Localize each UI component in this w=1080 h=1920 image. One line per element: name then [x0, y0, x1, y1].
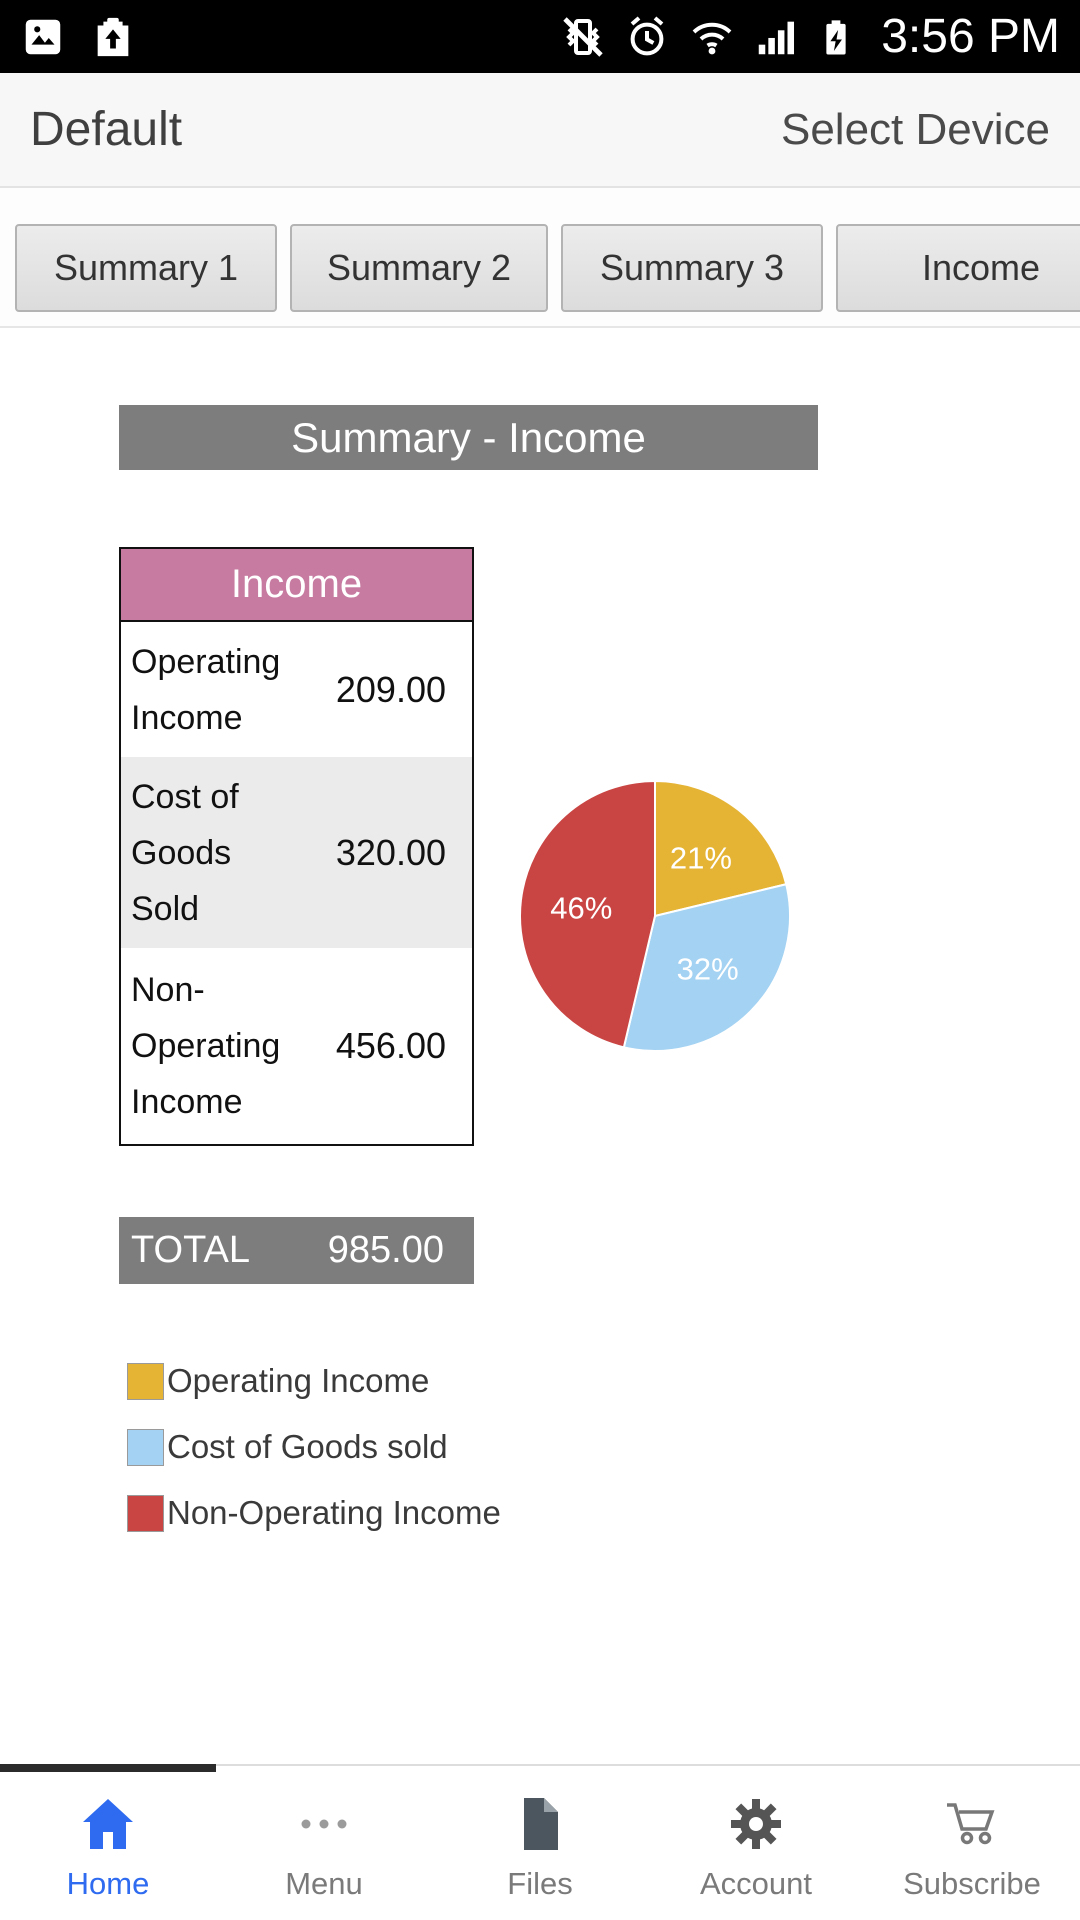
alarm-icon: [623, 13, 671, 61]
legend-item: Operating Income: [127, 1358, 501, 1404]
row-value: 320.00: [335, 831, 446, 873]
table-header: Income: [121, 549, 472, 622]
gallery-icon: [20, 14, 66, 60]
pie-chart: 21% 32% 46%: [519, 779, 791, 1052]
nav-label: Files: [507, 1865, 573, 1901]
pie-chart-container: 21% 32% 46%: [510, 771, 800, 1061]
legend-swatch-non-operating-income: [127, 1494, 164, 1532]
cart-icon: [941, 1793, 1003, 1860]
legend-swatch-operating-income: [127, 1362, 164, 1400]
battery-icon: [815, 13, 857, 61]
active-tab-indicator: [0, 1764, 216, 1772]
status-time: 3:56 PM: [881, 10, 1060, 63]
nav-item-home[interactable]: Home: [0, 1766, 216, 1920]
row-value: 209.00: [335, 668, 446, 710]
chart-legend: Operating Income Cost of Goods sold Non-…: [127, 1358, 501, 1536]
total-label: TOTAL: [131, 1229, 250, 1271]
pie-slice: [654, 779, 788, 918]
pie-label: 46%: [550, 890, 612, 925]
tab-summary-1[interactable]: Summary 1: [15, 224, 277, 312]
row-label: Operating Income: [131, 642, 281, 737]
table-row: Cost of Goods Sold 320.00: [121, 757, 472, 948]
menu-dots-icon: [293, 1793, 355, 1860]
row-value: 456.00: [335, 1025, 446, 1066]
select-device-button[interactable]: Select Device: [780, 104, 1050, 154]
total-value: 985.00: [327, 1229, 444, 1271]
pie-label: 21%: [670, 841, 732, 876]
file-icon: [509, 1793, 571, 1860]
row-label: Cost of Goods Sold: [131, 777, 239, 928]
signal-icon: [753, 14, 799, 60]
legend-label: Cost of Goods sold: [167, 1428, 448, 1465]
tab-strip: Summary 1 Summary 2 Summary 3 Income: [0, 188, 1080, 328]
nav-label: Menu: [285, 1865, 363, 1901]
total-bar: TOTAL 985.00: [119, 1217, 474, 1284]
gear-icon: [725, 1793, 787, 1860]
clipboard-icon: [90, 14, 136, 60]
nav-label: Account: [699, 1865, 812, 1901]
tab-summary-2[interactable]: Summary 2: [290, 224, 548, 312]
nav-item-files[interactable]: Files: [432, 1766, 648, 1920]
pie-slice: [519, 779, 656, 1049]
wifi-icon: [687, 13, 737, 61]
nav-item-subscribe[interactable]: Subscribe: [864, 1766, 1080, 1920]
table-row: Non-Operating Income 456.00: [121, 948, 472, 1144]
legend-item: Non-Operating Income: [127, 1490, 501, 1536]
tab-summary-3[interactable]: Summary 3: [561, 224, 823, 312]
table-row: Operating Income 209.00: [121, 622, 472, 757]
bottom-nav: Home Menu Files: [0, 1764, 1080, 1920]
income-table: Income Operating Income 209.00 Cost of G…: [119, 547, 474, 1146]
vibrate-icon: [559, 13, 607, 61]
legend-label: Operating Income: [167, 1362, 430, 1399]
nav-label: Home: [66, 1865, 150, 1901]
pie-label: 32%: [677, 951, 739, 986]
nav-label: Subscribe: [903, 1865, 1041, 1901]
app-header: Default Select Device: [0, 73, 1080, 188]
legend-label: Non-Operating Income: [167, 1494, 501, 1531]
tab-income[interactable]: Income: [836, 224, 1080, 312]
pie-slice: [622, 883, 791, 1052]
page-title[interactable]: Default: [30, 103, 183, 156]
home-icon: [77, 1793, 139, 1860]
status-bar: 3:56 PM: [0, 0, 1080, 73]
nav-item-menu[interactable]: Menu: [216, 1766, 432, 1920]
row-label: Non-Operating Income: [131, 971, 281, 1121]
nav-item-account[interactable]: Account: [648, 1766, 864, 1920]
content-title: Summary - Income: [119, 405, 818, 470]
legend-item: Cost of Goods sold: [127, 1424, 501, 1470]
legend-swatch-cost-of-goods-sold: [127, 1428, 164, 1466]
